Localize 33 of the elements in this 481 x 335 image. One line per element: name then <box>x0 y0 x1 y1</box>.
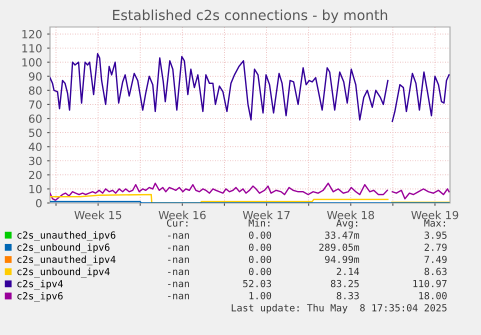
chart-title: Established c2s connections - by month <box>113 10 388 23</box>
text: Cur: Min: Avg: Max: <box>167 219 446 229</box>
legend-label: c2s_unauthed_ipv4 <box>17 256 116 266</box>
legend-label: c2s_ipv4 <box>17 280 63 290</box>
y-tick-label: 120 <box>22 30 42 38</box>
x-tick-label: Week 17 <box>242 210 290 220</box>
legend-label: c2s_unbound_ipv4 <box>17 268 110 278</box>
y-tick-label: 0 <box>36 198 42 208</box>
x-tick-label: Week 19 <box>411 210 458 220</box>
y-tick-label: 70 <box>29 100 42 109</box>
legend-label: c2s_ipv6 <box>17 292 63 302</box>
x-tick-label: Week 18 <box>327 210 374 220</box>
text: -nan 0.00 2.14 8.63 <box>168 268 447 276</box>
text: -nan 1.00 8.33 18.00 <box>168 292 447 300</box>
y-tick-label: 90 <box>28 72 42 81</box>
text: -nan 0.00 33.47m 3.95 <box>168 232 447 239</box>
x-tick-label: Week 16 <box>158 210 206 220</box>
text: -nan 0.00 289.05m 2.79 <box>168 244 447 251</box>
text: -nan 0.00 94.99m 7.49 <box>168 256 447 264</box>
y-tick-label: 100 <box>22 58 42 67</box>
y-tick-label: 10 <box>29 184 42 194</box>
legend-label: c2s_unauthed_ipv6 <box>17 231 116 241</box>
legend-label: c2s_unbound_ipv6 <box>17 243 110 254</box>
y-tick-label: 80 <box>28 86 42 95</box>
text: -nan 52.03 83.25 110.97 <box>168 280 447 288</box>
y-tick-label: 40 <box>28 142 42 152</box>
y-tick-label: 50 <box>29 128 42 137</box>
x-tick-label: Week 15 <box>74 210 122 220</box>
y-tick-label: 110 <box>22 44 42 52</box>
y-tick-label: 20 <box>29 170 42 180</box>
text: Last update: Thu May 8 17:35:04 2025 <box>232 304 447 314</box>
y-tick-label: 30 <box>29 156 42 166</box>
y-tick-label: 60 <box>29 114 42 123</box>
